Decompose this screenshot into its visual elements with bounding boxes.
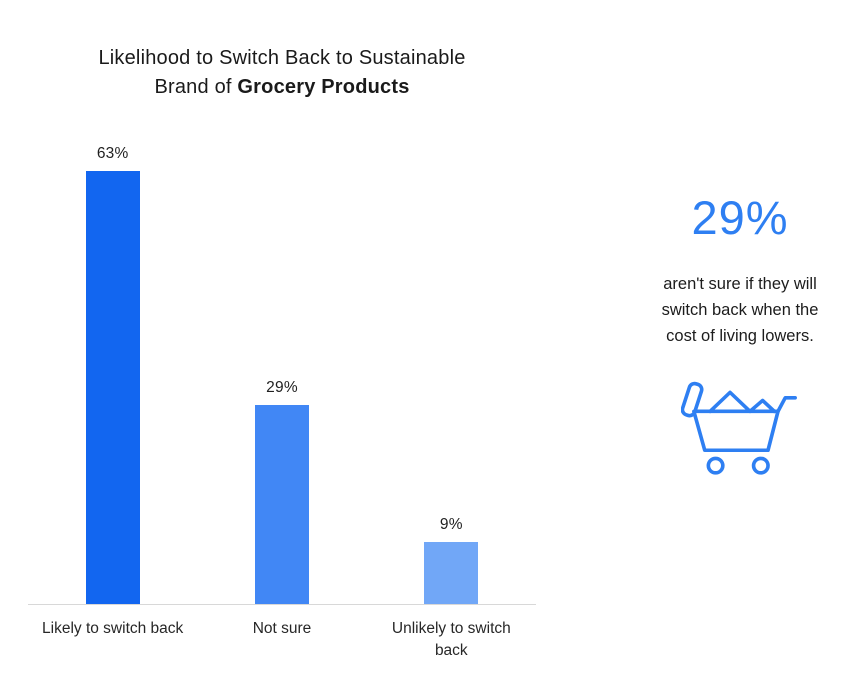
category-label-text: Not sure: [252, 620, 312, 637]
bar-value-label: 29%: [266, 379, 298, 396]
bar-group-likely: 63%: [28, 145, 197, 604]
chart-section: Likelihood to Switch Back to Sustainable…: [28, 44, 536, 663]
bar-likely: [85, 171, 140, 604]
highlight-panel: 29% aren't sure if they will switch back…: [650, 190, 830, 481]
category-axis: Likely to switch back Not sure Unlikely …: [28, 618, 536, 663]
chart-title: Likelihood to Switch Back to Sustainable…: [28, 44, 536, 102]
bar-not-sure: [254, 405, 309, 604]
bar-group-unlikely: 9%: [367, 516, 536, 604]
chart-title-line2-prefix: Brand of: [154, 76, 238, 98]
category-label-text: Unlikely to switch back: [391, 620, 511, 660]
chart-title-line2-bold: Grocery Products: [237, 76, 410, 98]
highlight-caption: aren't sure if they will switch back whe…: [661, 275, 819, 346]
highlight-stat: 29%: [691, 191, 789, 244]
bar-value-label: 63%: [96, 145, 129, 162]
category-label-likely: Likely to switch back: [28, 618, 197, 663]
category-label-text: Likely to switch back: [42, 620, 184, 637]
plot-area: 63% 29% 9%: [28, 135, 536, 605]
bar-group-not-sure: 29%: [197, 379, 366, 604]
bar-value-label: 9%: [439, 516, 463, 533]
chart-title-line1: Likelihood to Switch Back to Sustainable: [98, 47, 466, 69]
bar-unlikely: [424, 542, 479, 604]
grocery-cart-icon: [650, 377, 830, 481]
category-label-unlikely: Unlikely to switch back: [367, 618, 536, 663]
category-label-not-sure: Not sure: [197, 618, 366, 663]
chart-title-line2: Brand of Grocery Products: [28, 73, 536, 102]
